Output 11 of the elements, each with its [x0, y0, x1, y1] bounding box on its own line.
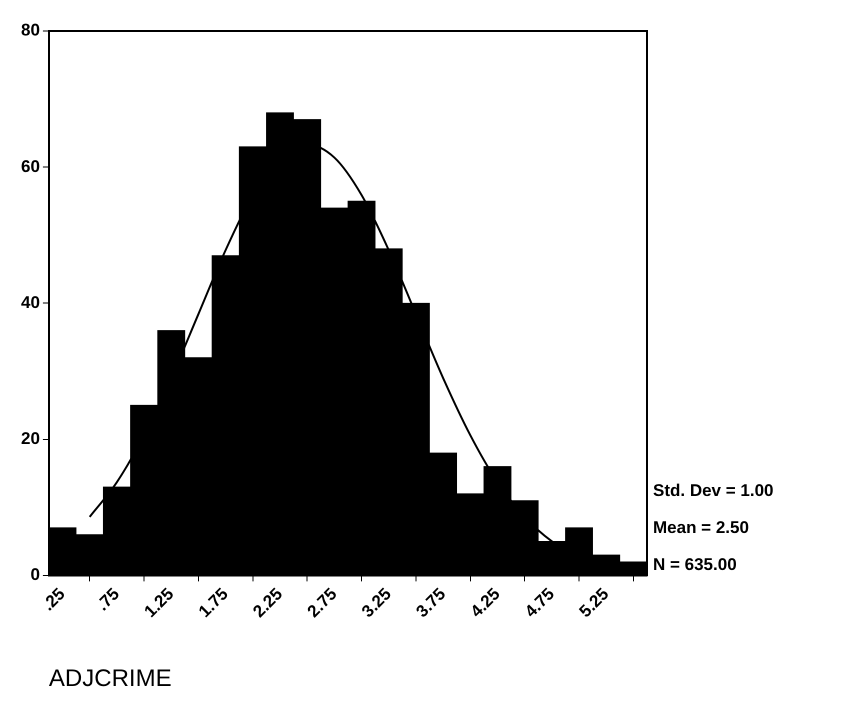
x-axis-title: ADJCRIME — [48, 665, 172, 692]
y-tick-label: 40 — [20, 292, 40, 312]
x-tick-label: .25 — [38, 584, 69, 614]
text: N = 635.00 — [653, 555, 737, 574]
x-tick-label: .75 — [92, 584, 124, 614]
text: Mean = 2.50 — [653, 518, 749, 538]
y-tick-label: 20 — [20, 428, 40, 448]
y-tick-label: 80 — [20, 20, 40, 40]
text: Std. Dev = 1.00 — [653, 481, 774, 500]
y-tick-label: 60 — [20, 156, 40, 176]
y-tick-label: 0 — [30, 565, 40, 584]
